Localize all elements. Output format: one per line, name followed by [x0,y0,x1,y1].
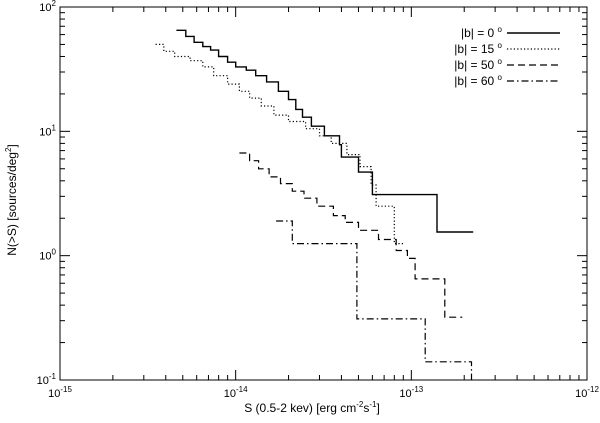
y-tick-label: 10-1 [37,372,57,387]
y-tick-label: 100 [39,248,56,263]
series-line-3 [276,220,473,380]
legend-entry-label-1: |b| = 15 o [454,41,502,56]
x-tick-label: 10-15 [48,385,72,400]
legend: |b| = 0 o|b| = 15 o|b| = 50 o|b| = 60 o [454,25,560,88]
series-line-0 [176,29,474,233]
plot-frame [59,6,588,381]
x-tick-label: 10-12 [575,385,599,400]
x-tick-label: 10-13 [399,385,423,400]
axis-ticks: 10-15 10-14 10-13 10-12 10-1 100 101 102 [37,0,600,400]
series-line-2 [239,152,463,318]
legend-entry-label-3: |b| = 60 o [454,73,502,88]
y-tick-label: 102 [39,0,56,14]
series-line-1 [155,43,405,245]
x-axis-label: S (0.5-2 kev) [erg cm-2s-1] [244,400,380,415]
series-group [155,29,474,380]
legend-entry-label-2: |b| = 50 o [454,57,502,72]
y-axis-label: N(>S) [sources/deg2] [4,144,19,256]
y-tick-label: 101 [39,123,56,138]
x-tick-label: 10-14 [224,385,248,400]
legend-entry-label-0: |b| = 0 o [461,25,503,40]
